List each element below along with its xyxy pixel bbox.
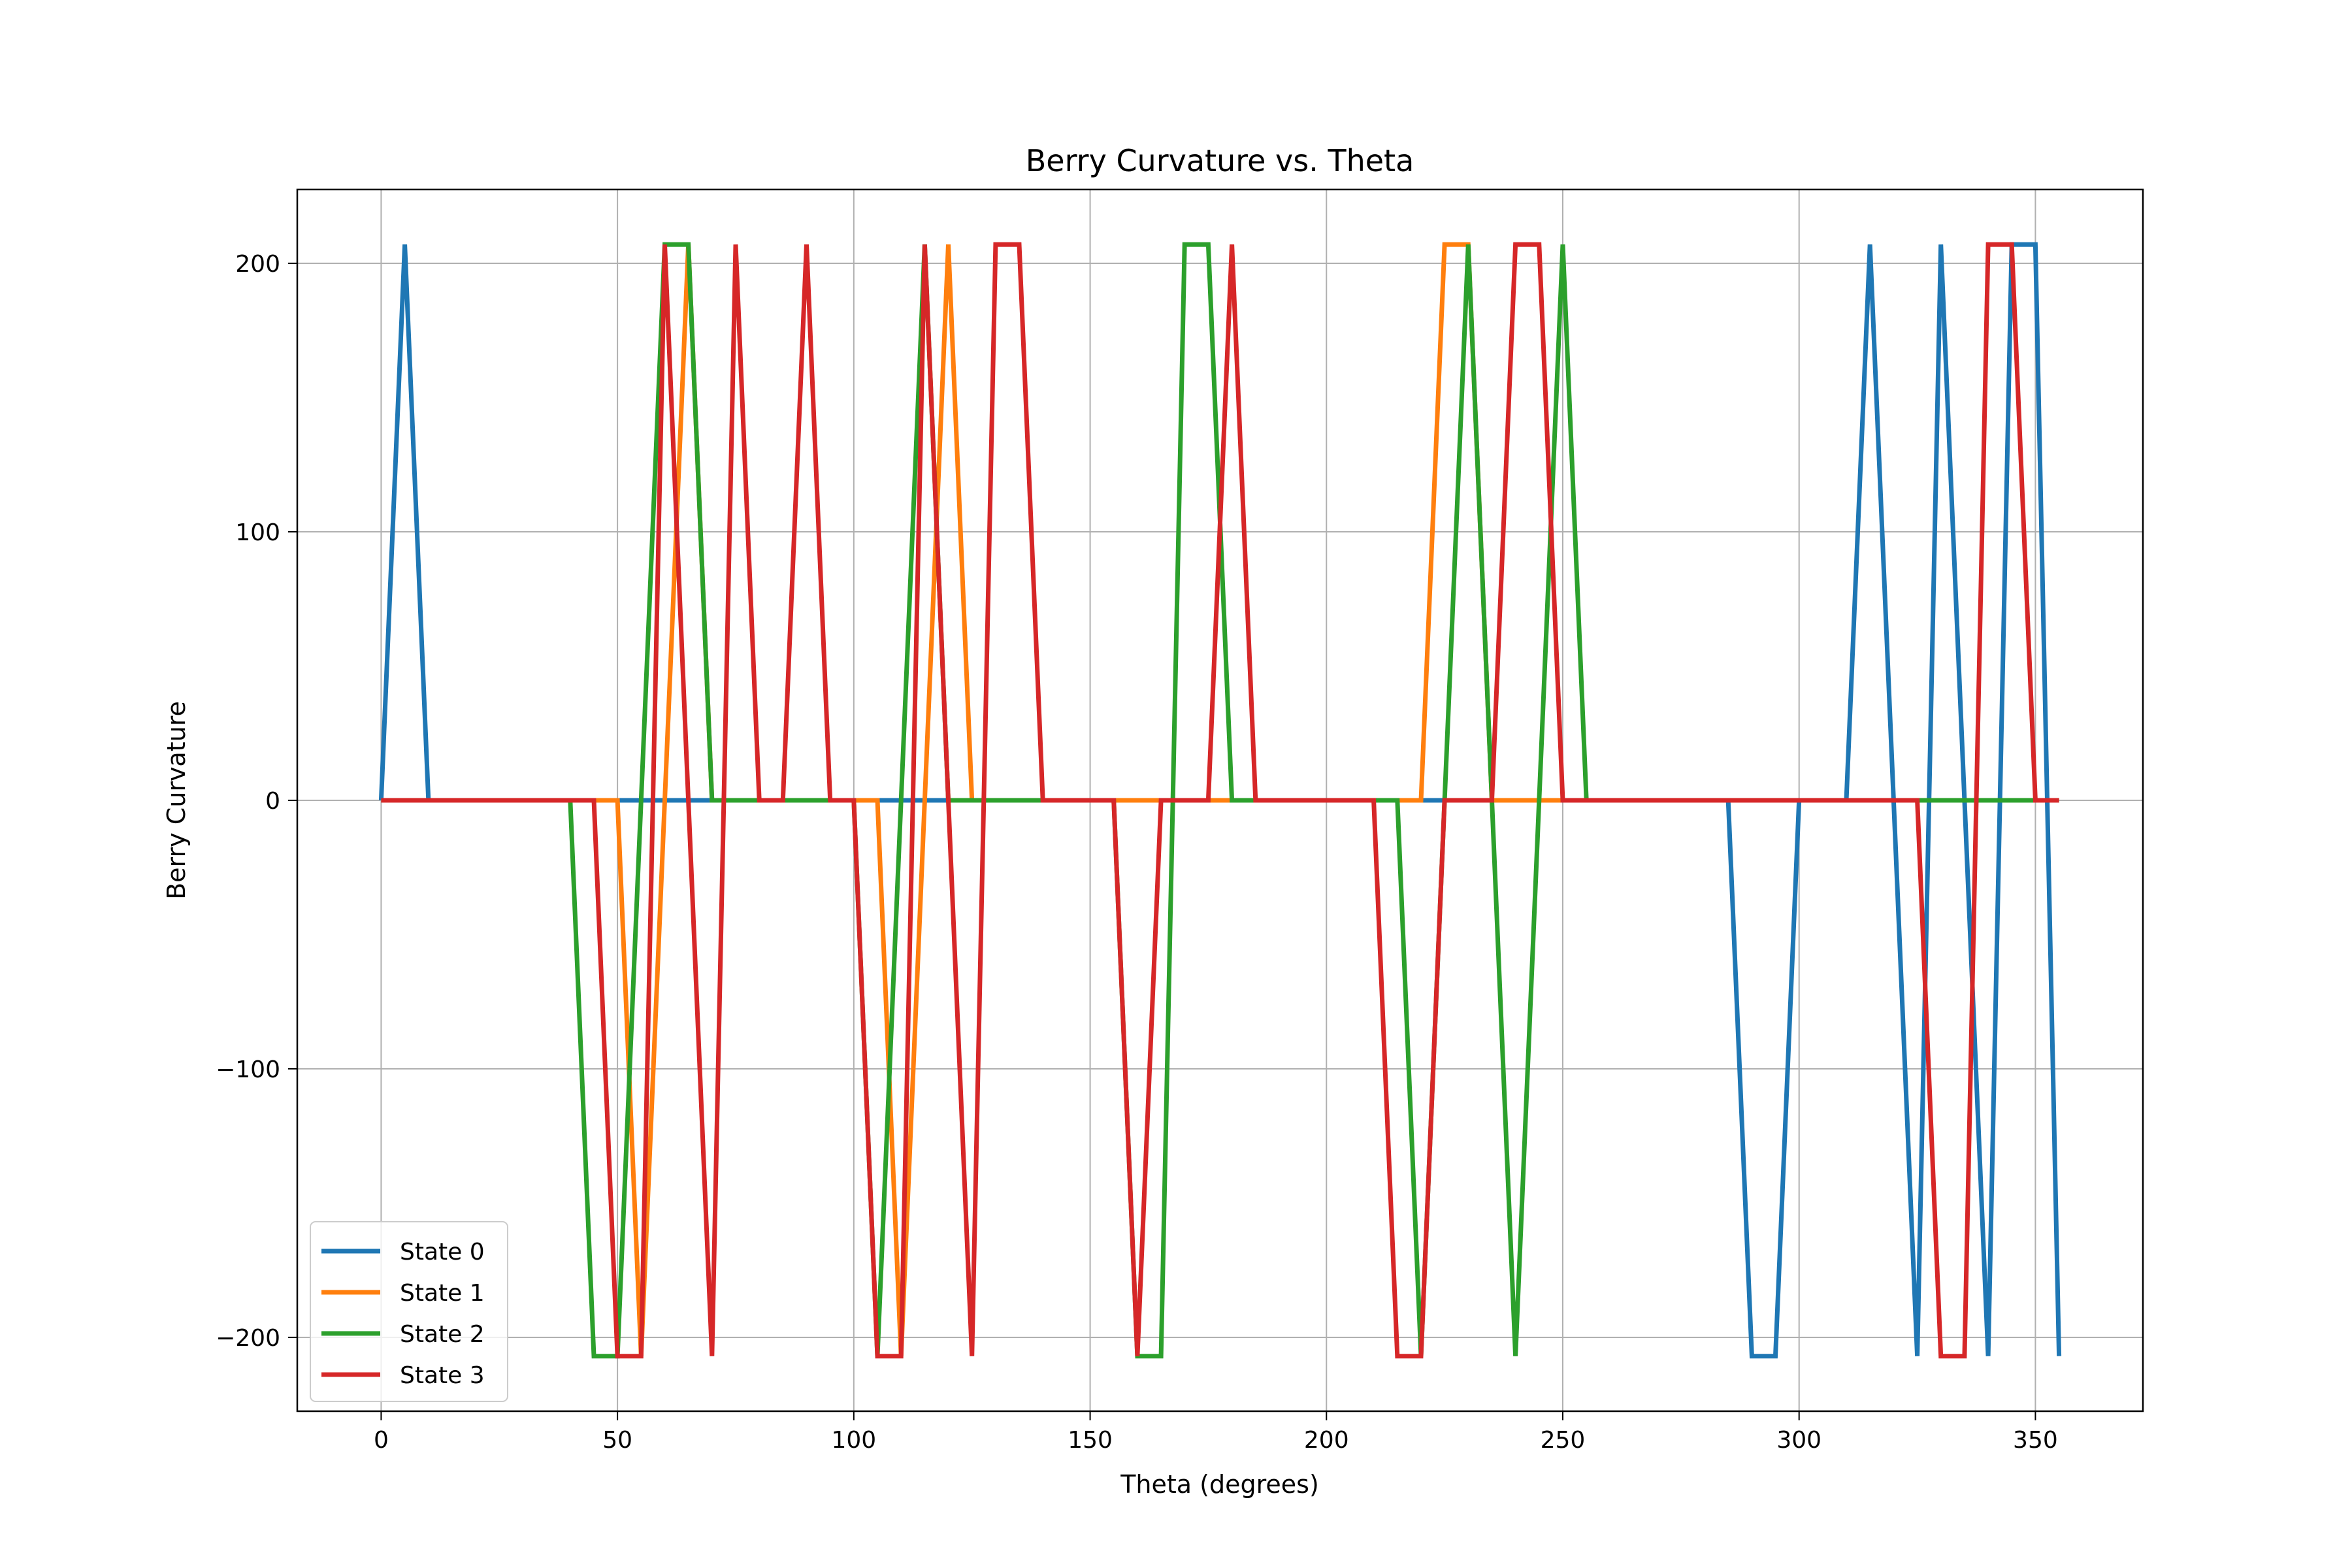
legend-label-state-0: State 0 <box>400 1239 485 1266</box>
x-tick-label: 100 <box>831 1427 876 1454</box>
x-tick-label: 150 <box>1068 1427 1113 1454</box>
x-tick-label: 350 <box>2013 1427 2058 1454</box>
legend-label-state-1: State 1 <box>400 1280 485 1307</box>
y-tick-label: −100 <box>216 1056 280 1083</box>
series-line-state-3 <box>381 242 2059 1359</box>
legend: State 0 State 1 State 2 State 3 <box>310 1221 508 1402</box>
y-tick-label: 0 <box>265 788 280 815</box>
legend-label-state-3: State 3 <box>400 1362 485 1389</box>
x-tick-label: 200 <box>1304 1427 1349 1454</box>
legend-label-state-2: State 2 <box>400 1321 485 1348</box>
x-axis-label: Theta (degrees) <box>1120 1470 1319 1499</box>
x-tick-label: 300 <box>1776 1427 1821 1454</box>
axis-ticks: 0 50 100 150 200 250 300 350 −200 −100 0 100 200 <box>216 251 2058 1454</box>
x-tick-label: 50 <box>602 1427 632 1454</box>
y-tick-label: 200 <box>235 251 280 278</box>
y-axis-label: Berry Curvature <box>162 701 191 900</box>
chart-title: Berry Curvature vs. Theta <box>1026 143 1414 178</box>
legend-box <box>310 1221 508 1402</box>
y-tick-label: −200 <box>216 1325 280 1352</box>
x-tick-label: 0 <box>374 1427 389 1454</box>
y-tick-label: 100 <box>235 519 280 546</box>
plot-area <box>378 242 2062 1359</box>
x-tick-label: 250 <box>1541 1427 1586 1454</box>
